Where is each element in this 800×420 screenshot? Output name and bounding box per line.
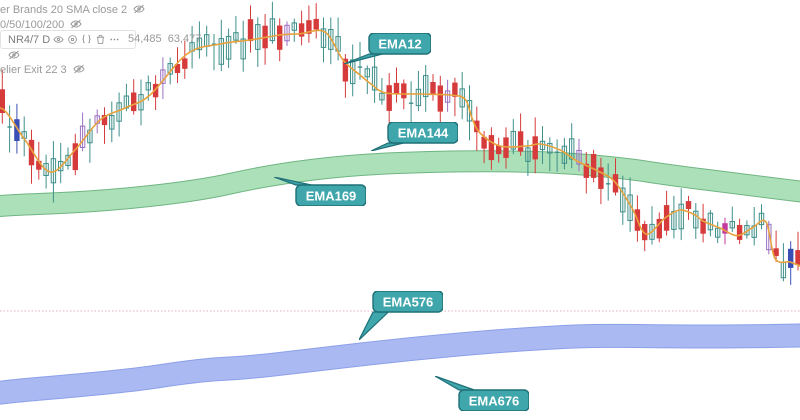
svg-text:EMA169: EMA169 <box>306 189 357 204</box>
svg-text:EMA676: EMA676 <box>469 394 520 409</box>
svg-text:EMA12: EMA12 <box>378 37 421 52</box>
svg-text:EMA576: EMA576 <box>383 295 434 310</box>
svg-text:EMA144: EMA144 <box>398 126 449 141</box>
